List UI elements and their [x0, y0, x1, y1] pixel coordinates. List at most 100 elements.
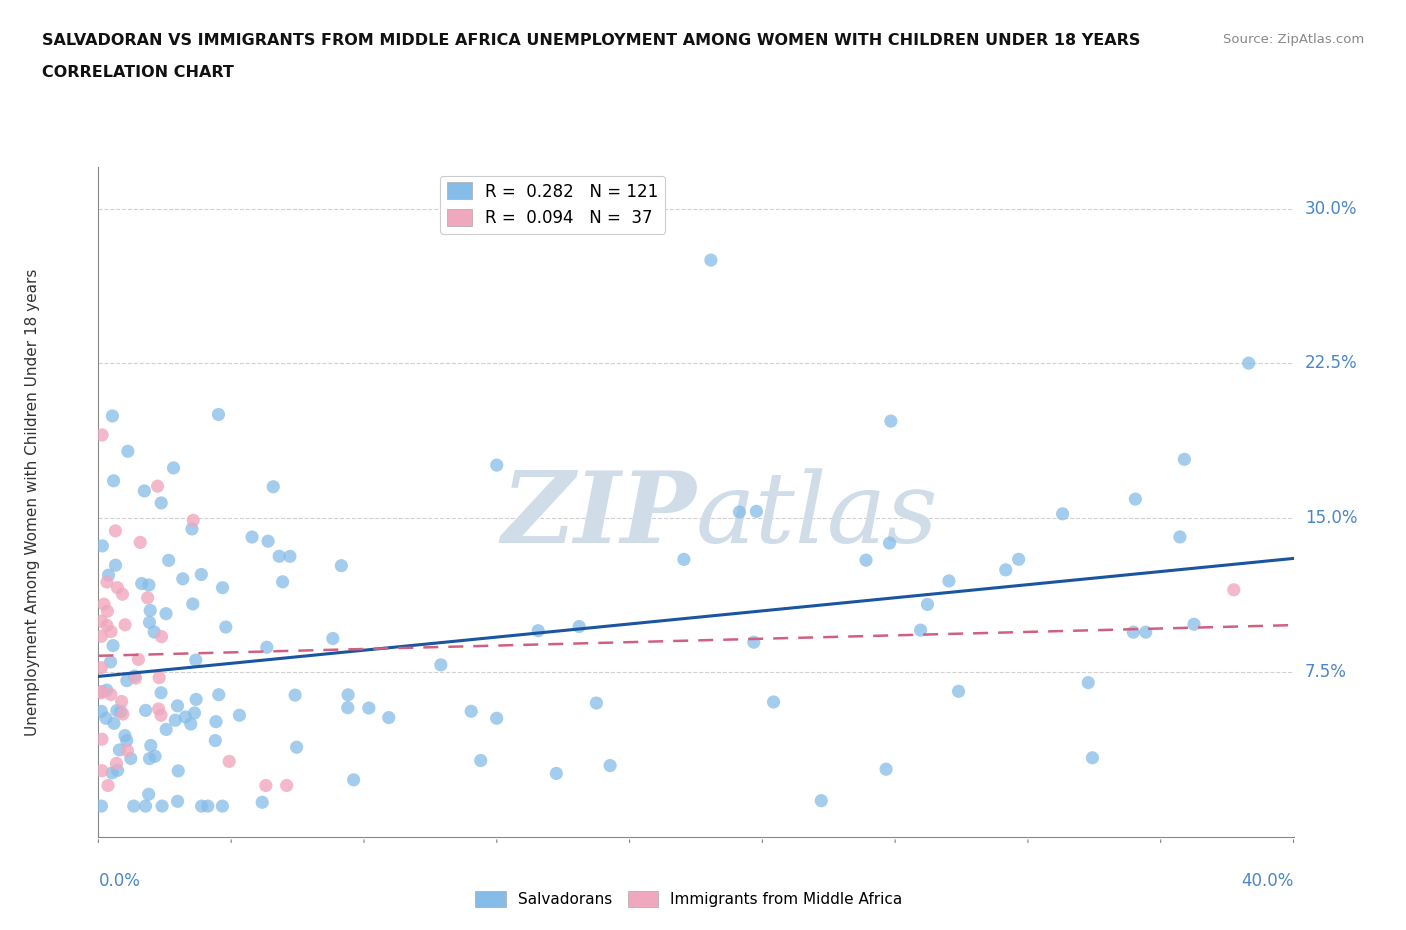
Point	[672, 551, 695, 566]
Point	[430, 658, 453, 672]
Point	[143, 749, 166, 764]
Point	[139, 603, 162, 618]
Point	[1173, 452, 1195, 467]
Point	[190, 799, 212, 814]
Text: 15.0%: 15.0%	[1305, 509, 1357, 526]
Point	[485, 711, 508, 725]
Point	[1135, 625, 1157, 640]
Point	[90, 629, 112, 644]
Point	[285, 739, 308, 754]
Point	[527, 623, 550, 638]
Point	[96, 683, 118, 698]
Point	[284, 687, 307, 702]
Point	[101, 765, 124, 780]
Point	[150, 799, 173, 814]
Point	[460, 704, 482, 719]
Point	[1182, 617, 1205, 631]
Point	[165, 712, 187, 727]
Point	[337, 687, 360, 702]
Point	[91, 538, 114, 553]
Point	[1168, 529, 1191, 544]
Point	[90, 684, 112, 699]
Point	[211, 799, 233, 814]
Point	[117, 743, 139, 758]
Text: SALVADORAN VS IMMIGRANTS FROM MIDDLE AFRICA UNEMPLOYMENT AMONG WOMEN WITH CHILDR: SALVADORAN VS IMMIGRANTS FROM MIDDLE AFR…	[42, 33, 1140, 47]
Point	[122, 799, 145, 814]
Point	[1077, 675, 1099, 690]
Point	[205, 714, 228, 729]
Text: Source: ZipAtlas.com: Source: ZipAtlas.com	[1223, 33, 1364, 46]
Point	[879, 536, 901, 551]
Point	[742, 635, 765, 650]
Point	[1223, 582, 1246, 597]
Point	[111, 587, 134, 602]
Point	[138, 578, 160, 592]
Point	[218, 754, 240, 769]
Point	[101, 408, 124, 423]
Point	[166, 794, 188, 809]
Point	[104, 524, 127, 538]
Point	[100, 687, 122, 702]
Point	[110, 704, 132, 719]
Point	[90, 684, 112, 699]
Point	[150, 630, 173, 644]
Point	[252, 795, 274, 810]
Point	[810, 793, 832, 808]
Text: 40.0%: 40.0%	[1241, 871, 1294, 890]
Point	[114, 618, 136, 632]
Point	[90, 685, 112, 700]
Point	[134, 799, 156, 814]
Legend: Salvadorans, Immigrants from Middle Africa: Salvadorans, Immigrants from Middle Afri…	[470, 884, 908, 913]
Point	[93, 597, 115, 612]
Point	[875, 762, 897, 777]
Point	[330, 558, 353, 573]
Point	[101, 638, 124, 653]
Point	[146, 479, 169, 494]
Point	[180, 717, 202, 732]
Point	[568, 619, 591, 634]
Point	[1122, 625, 1144, 640]
Point	[167, 764, 190, 778]
Point	[90, 660, 112, 675]
Point	[108, 742, 131, 757]
Point	[204, 733, 226, 748]
Text: ZIP: ZIP	[501, 468, 696, 564]
Point	[115, 673, 138, 688]
Point	[131, 576, 153, 591]
Text: 7.5%: 7.5%	[1305, 663, 1347, 681]
Point	[155, 722, 177, 737]
Point	[96, 604, 118, 618]
Point	[124, 669, 146, 684]
Point	[485, 458, 508, 472]
Point	[136, 591, 159, 605]
Point	[120, 751, 142, 766]
Point	[343, 773, 366, 788]
Point	[470, 753, 492, 768]
Point	[104, 558, 127, 573]
Point	[1237, 355, 1260, 370]
Point	[103, 473, 125, 488]
Point	[111, 694, 134, 709]
Point	[938, 574, 960, 589]
Point	[135, 703, 157, 718]
Text: 30.0%: 30.0%	[1305, 200, 1357, 218]
Point	[357, 700, 380, 715]
Point	[117, 444, 139, 458]
Point	[322, 631, 344, 646]
Point	[276, 778, 298, 793]
Point	[90, 614, 112, 629]
Point	[100, 655, 122, 670]
Point	[215, 619, 238, 634]
Point	[139, 738, 162, 753]
Point	[207, 407, 229, 422]
Point	[190, 567, 212, 582]
Point	[105, 703, 128, 718]
Point	[855, 552, 877, 567]
Point	[150, 685, 173, 700]
Point	[181, 522, 204, 537]
Point	[181, 596, 204, 611]
Point	[96, 618, 118, 632]
Point	[114, 728, 136, 743]
Point	[134, 484, 156, 498]
Point	[90, 799, 112, 814]
